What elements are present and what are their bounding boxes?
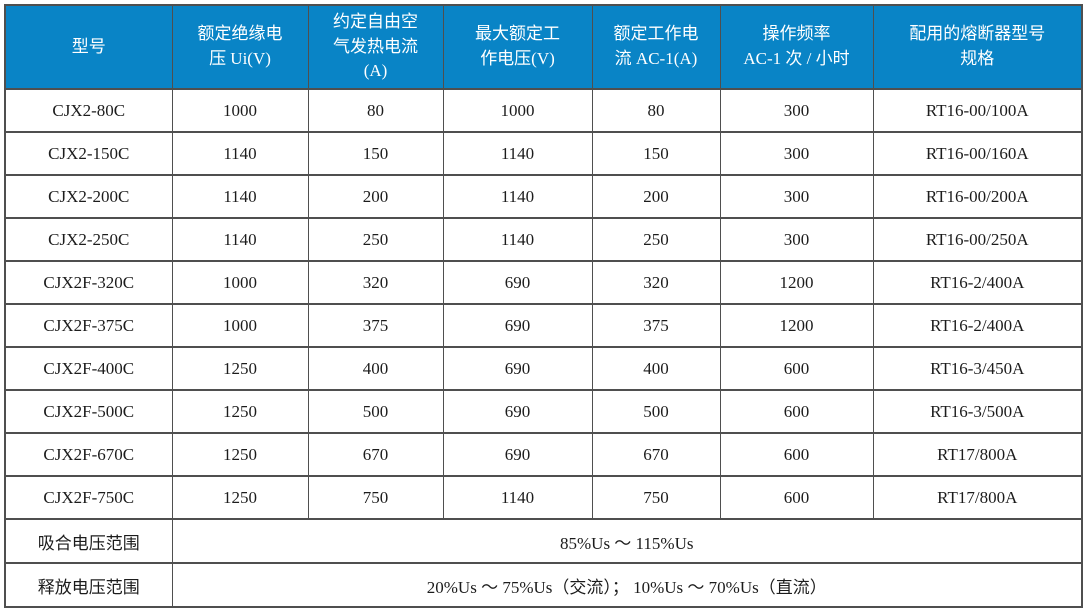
- column-header-insulation-voltage: 额定绝缘电 压 Ui(V): [171, 4, 309, 90]
- value-cell: RT17/800A: [872, 432, 1083, 477]
- table-row: CJX2F-375C 1000 375 690 375 1200 RT16-2/400A: [4, 303, 1083, 348]
- value-cell: 250: [307, 217, 444, 262]
- model-cell: CJX2-250C: [4, 217, 173, 262]
- value-cell: 200: [307, 174, 444, 219]
- table-row: CJX2-80C 1000 80 1000 80 300 RT16-00/100A: [4, 88, 1083, 133]
- value-cell: RT16-3/450A: [872, 346, 1083, 391]
- release-voltage-value: 20%Us ～ 75%Us（交流）； 10%Us ～ 70%Us（直流）: [171, 562, 1083, 608]
- value-cell: 1140: [442, 174, 593, 219]
- column-header-operating-frequency: 操作频率 AC-1 次 / 小时: [719, 4, 874, 90]
- model-cell: CJX2F-320C: [4, 260, 173, 305]
- value-cell: 1140: [171, 131, 309, 176]
- value-cell: 150: [307, 131, 444, 176]
- pickup-voltage-value: 85%Us ～ 115%Us: [171, 518, 1083, 564]
- value-cell: 300: [719, 131, 874, 176]
- value-cell: RT16-3/500A: [872, 389, 1083, 434]
- column-header-model: 型号: [4, 4, 173, 90]
- value-cell: 1250: [171, 432, 309, 477]
- model-cell: CJX2F-500C: [4, 389, 173, 434]
- value-cell: 80: [307, 88, 444, 133]
- value-cell: RT16-00/100A: [872, 88, 1083, 133]
- header-row: 型号 额定绝缘电 压 Ui(V) 约定自由空 气发热电流 (A) 最大额定工 作…: [4, 4, 1083, 90]
- table-row: CJX2-150C 1140 150 1140 150 300 RT16-00/160A: [4, 131, 1083, 176]
- value-cell: 1000: [442, 88, 593, 133]
- value-cell: 1140: [442, 475, 593, 520]
- value-cell: 690: [442, 346, 593, 391]
- value-cell: RT17/800A: [872, 475, 1083, 520]
- value-cell: 500: [591, 389, 721, 434]
- value-cell: 600: [719, 432, 874, 477]
- value-cell: 400: [307, 346, 444, 391]
- value-cell: 375: [591, 303, 721, 348]
- value-cell: 250: [591, 217, 721, 262]
- value-cell: 1200: [719, 303, 874, 348]
- value-cell: RT16-2/400A: [872, 303, 1083, 348]
- value-cell: 690: [442, 389, 593, 434]
- value-cell: 1140: [442, 217, 593, 262]
- model-cell: CJX2F-670C: [4, 432, 173, 477]
- pickup-voltage-row: 吸合电压范围 85%Us ～ 115%Us: [4, 518, 1083, 564]
- value-cell: 1140: [171, 217, 309, 262]
- release-voltage-row: 释放电压范围 20%Us ～ 75%Us（交流）； 10%Us ～ 70%Us（…: [4, 562, 1083, 608]
- model-cell: CJX2-80C: [4, 88, 173, 133]
- value-cell: 600: [719, 346, 874, 391]
- value-cell: 500: [307, 389, 444, 434]
- table-row: CJX2F-670C 1250 670 690 670 600 RT17/800A: [4, 432, 1083, 477]
- release-voltage-label: 释放电压范围: [4, 562, 173, 608]
- value-cell: 1000: [171, 88, 309, 133]
- value-cell: 690: [442, 432, 593, 477]
- model-cell: CJX2F-750C: [4, 475, 173, 520]
- model-cell: CJX2-150C: [4, 131, 173, 176]
- value-cell: 320: [307, 260, 444, 305]
- value-cell: 1000: [171, 260, 309, 305]
- model-cell: CJX2F-375C: [4, 303, 173, 348]
- column-header-fuse-spec: 配用的熔断器型号 规格: [872, 4, 1083, 90]
- table-row: CJX2F-500C 1250 500 690 500 600 RT16-3/500A: [4, 389, 1083, 434]
- table-row: CJX2F-400C 1250 400 690 400 600 RT16-3/450A: [4, 346, 1083, 391]
- table-header: 型号 额定绝缘电 压 Ui(V) 约定自由空 气发热电流 (A) 最大额定工 作…: [4, 4, 1083, 90]
- value-cell: RT16-00/250A: [872, 217, 1083, 262]
- value-cell: 690: [442, 260, 593, 305]
- value-cell: RT16-2/400A: [872, 260, 1083, 305]
- value-cell: 600: [719, 389, 874, 434]
- value-cell: 400: [591, 346, 721, 391]
- column-header-max-working-voltage: 最大额定工 作电压(V): [442, 4, 593, 90]
- table-row: CJX2F-750C 1250 750 1140 750 600 RT17/800A: [4, 475, 1083, 520]
- value-cell: 600: [719, 475, 874, 520]
- value-cell: 150: [591, 131, 721, 176]
- value-cell: 375: [307, 303, 444, 348]
- value-cell: 300: [719, 174, 874, 219]
- value-cell: 80: [591, 88, 721, 133]
- value-cell: 750: [307, 475, 444, 520]
- model-cell: CJX2-200C: [4, 174, 173, 219]
- value-cell: 1140: [171, 174, 309, 219]
- value-cell: 300: [719, 217, 874, 262]
- value-cell: 670: [307, 432, 444, 477]
- table-row: CJX2-250C 1140 250 1140 250 300 RT16-00/250A: [4, 217, 1083, 262]
- table-footer: 吸合电压范围 85%Us ～ 115%Us 释放电压范围 20%Us ～ 75%…: [4, 518, 1083, 608]
- contactor-spec-table: 型号 额定绝缘电 压 Ui(V) 约定自由空 气发热电流 (A) 最大额定工 作…: [4, 4, 1083, 608]
- value-cell: 300: [719, 88, 874, 133]
- value-cell: 1200: [719, 260, 874, 305]
- value-cell: 1250: [171, 389, 309, 434]
- table-row: CJX2F-320C 1000 320 690 320 1200 RT16-2/400A: [4, 260, 1083, 305]
- value-cell: RT16-00/160A: [872, 131, 1083, 176]
- value-cell: 1250: [171, 346, 309, 391]
- table-body: CJX2-80C 1000 80 1000 80 300 RT16-00/100A CJX2-…: [4, 88, 1083, 520]
- table-row: CJX2-200C 1140 200 1140 200 300 RT16-00/200A: [4, 174, 1083, 219]
- value-cell: 750: [591, 475, 721, 520]
- value-cell: RT16-00/200A: [872, 174, 1083, 219]
- value-cell: 1000: [171, 303, 309, 348]
- column-header-thermal-current: 约定自由空 气发热电流 (A): [307, 4, 444, 90]
- value-cell: 1140: [442, 131, 593, 176]
- value-cell: 690: [442, 303, 593, 348]
- value-cell: 200: [591, 174, 721, 219]
- value-cell: 320: [591, 260, 721, 305]
- value-cell: 1250: [171, 475, 309, 520]
- column-header-working-current: 额定工作电 流 AC-1(A): [591, 4, 721, 90]
- pickup-voltage-label: 吸合电压范围: [4, 518, 173, 564]
- model-cell: CJX2F-400C: [4, 346, 173, 391]
- value-cell: 670: [591, 432, 721, 477]
